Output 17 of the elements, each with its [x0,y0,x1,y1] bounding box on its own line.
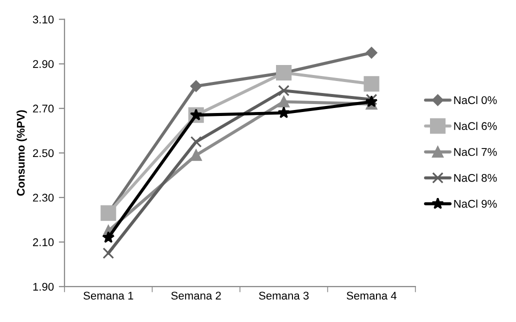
y-tick-label: 1.90 [33,282,54,291]
y-tick-label: 3.10 [32,16,54,24]
x-tick-label: Semana 1 [84,292,134,300]
y-axis-title: Consumo (%PV) [16,110,27,196]
y-tick-label: 2.90 [33,60,54,68]
legend-label: NaCl 7% [454,148,497,156]
legend-label: NaCl 6% [454,122,497,130]
y-tick-label: 2.70 [33,104,54,113]
x-tick-label: Semana 2 [171,292,221,300]
x-tick-label: Semana 4 [346,292,397,300]
legend-label: NaCl 0% [454,96,497,104]
y-tick-label: 2.50 [33,149,54,158]
y-tick-label: 2.30 [33,194,54,202]
y-tick-label: 2.10 [33,238,54,246]
x-tick-label: Semana 3 [258,292,309,300]
legend-label: NaCl 8% [454,174,497,182]
legend-label: NaCl 9% [454,200,497,208]
